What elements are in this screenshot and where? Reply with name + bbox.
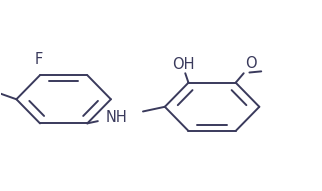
Text: F: F	[34, 52, 43, 67]
Text: NH: NH	[106, 110, 128, 125]
Text: OH: OH	[172, 57, 195, 72]
Text: O: O	[245, 56, 257, 71]
